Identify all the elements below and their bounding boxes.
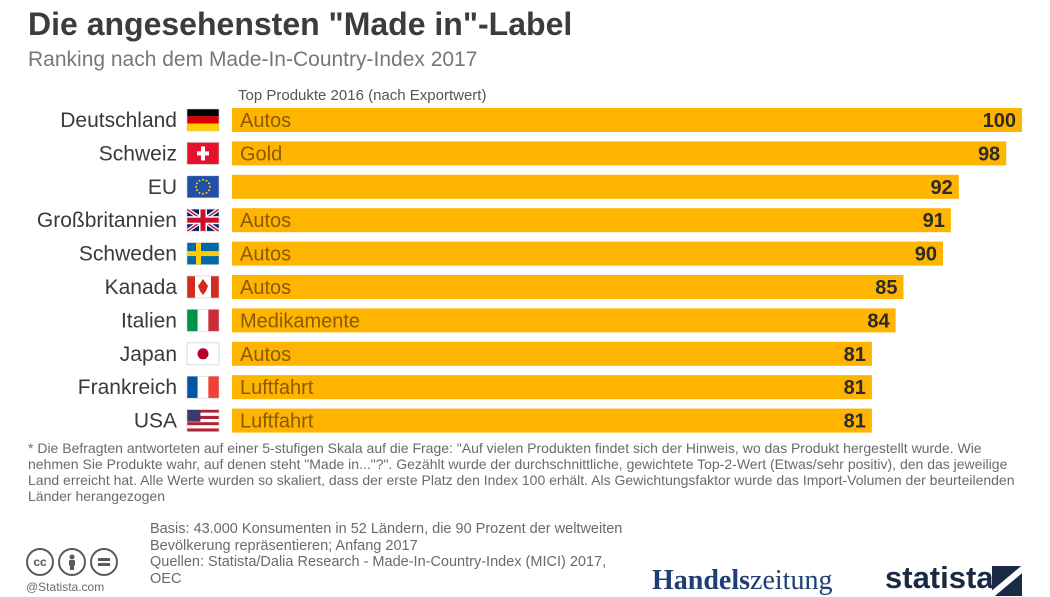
statista-logo-icon bbox=[992, 566, 1022, 596]
flag-italy-icon bbox=[186, 309, 220, 332]
license-icons: cc bbox=[26, 548, 118, 576]
flag-germany-icon bbox=[186, 108, 220, 132]
bar-row: Italien Medikamente 84 bbox=[121, 308, 896, 333]
top-product-label: Autos bbox=[240, 110, 291, 132]
value-label: 92 bbox=[931, 177, 953, 199]
category-label: Italien bbox=[121, 309, 177, 332]
bar-row: Schweiz Gold 98 bbox=[99, 141, 1007, 166]
bar-row: Schweden Autos 90 bbox=[79, 241, 943, 266]
bar bbox=[232, 375, 872, 400]
source-block: Basis: 43.000 Konsumenten in 52 Ländern,… bbox=[150, 521, 630, 587]
category-label: Deutschland bbox=[60, 109, 177, 132]
cc-icon[interactable]: cc bbox=[26, 548, 54, 576]
category-label: Großbritannien bbox=[37, 209, 177, 232]
category-label: EU bbox=[148, 176, 177, 199]
bar-row: Großbritannien Autos 91 bbox=[37, 207, 951, 233]
column-header: Top Produkte 2016 (nach Exportwert) bbox=[238, 87, 487, 104]
flag-eu-icon bbox=[186, 175, 220, 199]
logo-part-handels: Handels bbox=[652, 565, 751, 596]
bar-row: Frankreich Luftfahrt 81 bbox=[78, 375, 872, 400]
bar-row: Deutschland Autos 100 bbox=[60, 108, 1022, 132]
value-label: 91 bbox=[923, 210, 945, 232]
bar bbox=[232, 275, 904, 299]
bar bbox=[232, 208, 951, 233]
statista-logo[interactable]: statista bbox=[885, 560, 994, 595]
bar bbox=[232, 108, 1022, 132]
chart-subtitle: Ranking nach dem Made-In-Country-Index 2… bbox=[28, 48, 478, 71]
top-product-label: Gold bbox=[240, 143, 282, 165]
bar bbox=[232, 341, 872, 366]
flag-switzerland-icon bbox=[186, 142, 220, 165]
category-label: Japan bbox=[120, 343, 177, 366]
category-label: USA bbox=[134, 410, 177, 433]
bar bbox=[232, 141, 1007, 166]
bar-chart: Deutschland Autos 100 Schweiz Gold 98 EU 92 Groß… bbox=[37, 108, 1022, 433]
value-label: 81 bbox=[844, 411, 866, 433]
bar bbox=[232, 308, 896, 333]
chart-title: Die angesehensten "Made in"-Label bbox=[28, 6, 573, 42]
value-label: 85 bbox=[875, 277, 897, 299]
category-label: Kanada bbox=[105, 276, 178, 299]
copyright: @Statista.com bbox=[26, 580, 105, 594]
value-label: 81 bbox=[844, 377, 866, 399]
bar-row: EU 92 bbox=[148, 174, 959, 199]
value-label: 100 bbox=[983, 110, 1016, 132]
footnote: * Die Befragten antworteten auf einer 5-… bbox=[28, 440, 1015, 504]
flag-canada-icon bbox=[186, 275, 220, 299]
value-label: 81 bbox=[844, 344, 866, 366]
top-product-label: Autos bbox=[240, 210, 291, 232]
logo-part-zeitung: zeitung bbox=[750, 565, 833, 596]
flag-sweden-icon bbox=[186, 242, 220, 265]
top-product-label: Luftfahrt bbox=[240, 411, 314, 433]
nd-icon[interactable] bbox=[90, 548, 118, 576]
bar-row: Kanada Autos 85 bbox=[105, 275, 904, 299]
top-product-label: Medikamente bbox=[240, 310, 360, 332]
flag-uk-icon bbox=[185, 207, 221, 233]
top-product-label: Autos bbox=[240, 344, 291, 366]
handelszeitung-logo[interactable]: Handelszeitung bbox=[652, 565, 832, 597]
flag-france-icon bbox=[186, 375, 220, 399]
bar bbox=[232, 408, 872, 433]
flag-japan-icon bbox=[186, 342, 220, 366]
by-icon[interactable] bbox=[58, 548, 86, 576]
sources-text: Quellen: Statista/Dalia Research - Made-… bbox=[150, 554, 607, 587]
top-product-label: Luftfahrt bbox=[240, 377, 314, 399]
basis-text: Basis: 43.000 Konsumenten in 52 Ländern,… bbox=[150, 521, 623, 554]
bar bbox=[232, 241, 943, 266]
category-label: Frankreich bbox=[78, 376, 177, 399]
value-label: 98 bbox=[978, 143, 1000, 165]
flag-usa-icon bbox=[186, 409, 220, 432]
top-product-label: Autos bbox=[240, 277, 291, 299]
top-product-label: Autos bbox=[240, 244, 291, 266]
bar bbox=[232, 174, 959, 199]
category-label: Schweiz bbox=[99, 142, 177, 165]
value-label: 90 bbox=[915, 244, 937, 266]
bar-row: Japan Autos 81 bbox=[120, 341, 872, 366]
category-label: Schweden bbox=[79, 243, 177, 266]
value-label: 84 bbox=[867, 310, 890, 332]
bar-row: USA Luftfahrt 81 bbox=[134, 408, 872, 433]
